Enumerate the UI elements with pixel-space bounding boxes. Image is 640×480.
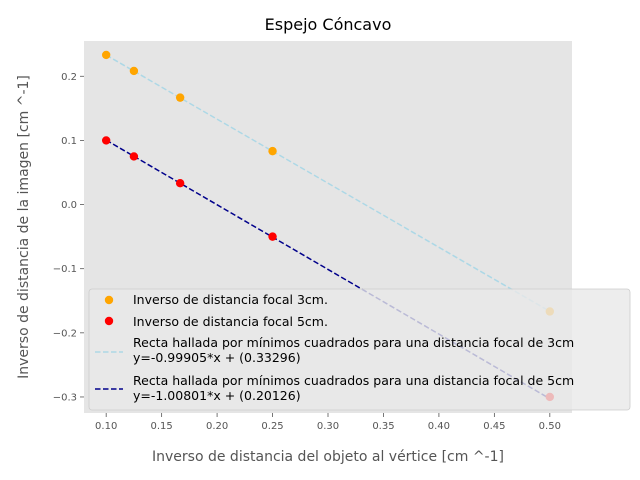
- y-tick-label: −0.3: [53, 392, 77, 403]
- x-tick-label: 0.25: [261, 421, 283, 432]
- y-axis-label: Inverso de distancia de la imagen [cm ^-…: [16, 75, 32, 379]
- x-tick-label: 0.15: [151, 421, 173, 432]
- chart-title: Espejo Cóncavo: [265, 15, 392, 34]
- point-5cm: [101, 136, 111, 145]
- point-5cm: [268, 232, 277, 241]
- point-3cm: [175, 93, 185, 102]
- x-tick-label: 0.10: [95, 421, 117, 432]
- y-tick-label: 0.2: [61, 72, 77, 83]
- y-tick-label: −0.2: [53, 328, 77, 339]
- y-tick-label: 0.1: [61, 136, 77, 147]
- y-axis: −0.3 −0.2 −0.1 0.0 0.1 0.2: [53, 72, 84, 403]
- x-axis: 0.10 0.15 0.20 0.25 0.30 0.35 0.40 0.45 0.50: [95, 413, 561, 432]
- y-tick-label: −0.1: [53, 264, 77, 275]
- legend-label-3cm-fit: Recta hallada por mínimos cuadrados para…: [133, 335, 574, 365]
- point-3cm: [268, 146, 277, 156]
- legend-label-3cm-fit-line1: Recta hallada por mínimos cuadrados para…: [133, 335, 574, 350]
- y-tick-label: 0.0: [61, 200, 77, 211]
- legend-label-5cm-fit: Recta hallada por mínimos cuadrados para…: [133, 373, 574, 403]
- legend-marker-5cm: [104, 316, 114, 326]
- x-tick-label: 0.20: [206, 421, 228, 432]
- x-tick-label: 0.40: [428, 421, 450, 432]
- x-tick-label: 0.45: [483, 421, 505, 432]
- point-3cm: [129, 66, 139, 76]
- x-tick-label: 0.50: [539, 421, 561, 432]
- point-5cm: [175, 178, 185, 188]
- x-tick-label: 0.35: [372, 421, 394, 432]
- legend-label-3cm-fit-line2: y=-0.99905*x + (0.33296): [133, 350, 301, 365]
- legend-label-5cm-fit-line2: y=-1.00801*x + (0.20126): [133, 388, 301, 403]
- point-5cm: [129, 152, 139, 161]
- legend-box: [88, 288, 631, 411]
- legend: Inverso de distancia focal 3cm. Inverso …: [88, 288, 631, 411]
- legend-label-5cm-points: Inverso de distancia focal 5cm.: [133, 314, 328, 329]
- legend-label-3cm-points: Inverso de distancia focal 3cm.: [133, 292, 328, 307]
- legend-marker-3cm: [104, 295, 114, 305]
- legend-label-5cm-fit-line1: Recta hallada por mínimos cuadrados para…: [133, 373, 574, 388]
- data-points: [101, 50, 555, 402]
- point-3cm: [101, 50, 111, 60]
- x-axis-label: Inverso de distancia del objeto al vérti…: [152, 449, 504, 465]
- x-tick-label: 0.30: [317, 421, 339, 432]
